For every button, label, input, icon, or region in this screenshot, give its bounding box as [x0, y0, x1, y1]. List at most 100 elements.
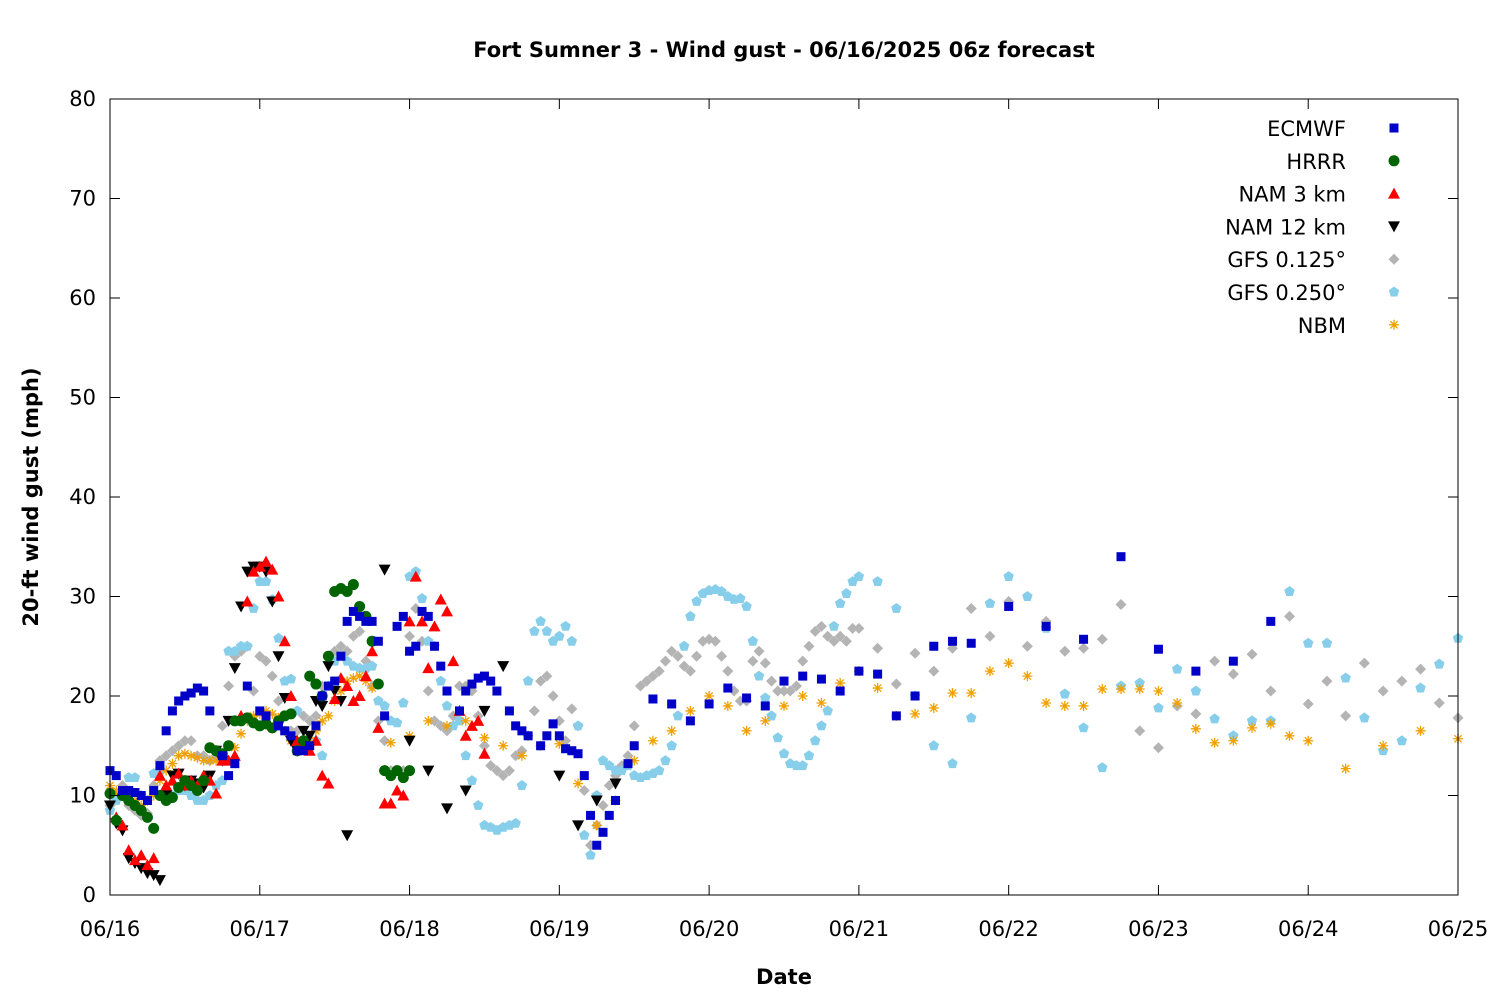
data-point: [1078, 700, 1089, 711]
legend-marker: [1388, 187, 1400, 199]
data-point: [840, 635, 852, 647]
y-tick-label: 10: [69, 784, 96, 808]
data-point: [1415, 682, 1426, 693]
data-point: [1340, 710, 1352, 722]
data-point: [741, 600, 752, 611]
data-point: [591, 820, 602, 831]
data-point: [179, 748, 190, 759]
data-point: [298, 746, 308, 756]
data-point: [772, 732, 783, 743]
data-point: [1059, 688, 1071, 699]
data-point: [148, 790, 159, 801]
data-point: [516, 750, 527, 761]
data-point: [572, 720, 584, 731]
data-point: [910, 708, 921, 719]
data-point: [228, 663, 241, 675]
data-point: [316, 769, 329, 781]
data-point: [541, 625, 553, 636]
data-point: [890, 678, 902, 690]
data-point: [292, 746, 302, 756]
data-point: [666, 740, 677, 751]
y-tick-label: 20: [69, 684, 96, 708]
data-point: [1340, 763, 1351, 774]
data-point: [548, 719, 558, 729]
data-point: [255, 706, 265, 716]
data-point: [192, 752, 203, 763]
data-point: [348, 673, 359, 684]
data-point: [1302, 698, 1314, 710]
data-point: [347, 579, 359, 591]
data-point: [641, 675, 653, 687]
data-point: [647, 735, 658, 746]
data-point: [280, 726, 290, 736]
data-point: [834, 597, 846, 608]
data-point: [828, 620, 840, 631]
data-point: [753, 645, 765, 657]
data-point: [384, 797, 397, 809]
data-point: [497, 770, 509, 782]
data-point: [1266, 616, 1276, 626]
y-axis-label: 20-ft wind gust (mph): [19, 367, 43, 626]
data-point: [303, 730, 316, 742]
data-point: [167, 758, 178, 769]
legend-label: ECMWF: [1267, 117, 1346, 141]
data-point: [166, 774, 179, 786]
data-point: [322, 777, 335, 789]
data-point: [1340, 672, 1351, 683]
data-point: [466, 775, 478, 786]
data-point: [816, 674, 826, 684]
x-tick-label: 06/22: [978, 917, 1039, 941]
data-point: [1003, 571, 1014, 582]
data-point: [666, 645, 678, 657]
data-point: [1041, 621, 1051, 631]
data-point: [1396, 735, 1408, 746]
data-point: [1059, 700, 1070, 711]
data-point: [1097, 762, 1108, 773]
x-axis: 06/16 06/17 06/18 06/19 06/20 06/21 06/22 06/23…: [80, 99, 1488, 941]
data-point: [778, 748, 790, 759]
data-point: [141, 811, 153, 823]
data-point: [535, 615, 546, 626]
data-point: [659, 655, 671, 667]
data-point: [629, 755, 640, 766]
data-point: [1116, 552, 1126, 562]
x-tick-label: 06/18: [379, 917, 440, 941]
y-tick-label: 80: [69, 87, 96, 111]
data-point: [229, 742, 240, 753]
data-point: [647, 670, 659, 682]
y-tick-label: 0: [83, 883, 96, 907]
data-point: [553, 770, 566, 782]
data-point: [434, 593, 447, 605]
data-point: [199, 686, 209, 696]
data-point: [822, 630, 834, 642]
data-point: [566, 703, 578, 715]
data-point: [634, 680, 646, 692]
data-point: [266, 670, 278, 682]
data-point: [1079, 634, 1089, 644]
data-point: [248, 710, 259, 721]
data-point: [223, 680, 235, 692]
data-point: [378, 564, 391, 576]
data-point: [467, 679, 477, 689]
data-point: [691, 595, 702, 606]
x-tick-label: 06/20: [679, 917, 740, 941]
data-point: [142, 795, 152, 805]
data-point: [873, 669, 883, 679]
data-point: [342, 616, 352, 626]
data-point: [224, 771, 234, 781]
data-point: [1377, 685, 1389, 697]
data-point: [191, 785, 203, 797]
data-point: [1153, 702, 1164, 713]
data-point: [1396, 675, 1408, 687]
x-axis-label: Date: [756, 965, 812, 989]
legend-label: HRRR: [1286, 150, 1346, 174]
data-point: [760, 715, 771, 726]
data-point: [790, 680, 802, 692]
x-tick-label: 06/16: [80, 917, 141, 941]
data-point: [361, 616, 371, 626]
data-point: [422, 662, 435, 674]
data-point: [441, 605, 453, 617]
data-point: [928, 740, 940, 751]
data-point: [1078, 722, 1089, 733]
data-point: [486, 676, 496, 686]
